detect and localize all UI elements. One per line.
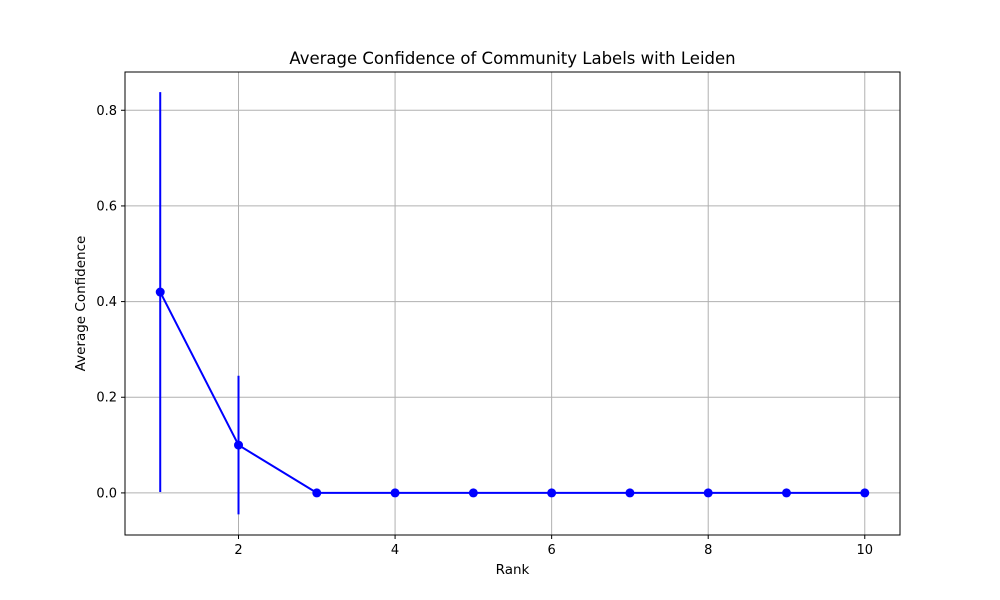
x-tick-label: 8 [704,543,712,558]
x-tick-label: 6 [548,543,556,558]
data-point [234,440,244,450]
y-axis-title: Average Confidence [73,236,89,372]
data-point [860,488,870,498]
y-tick-label: 0.4 [96,295,117,310]
data-point [155,287,165,297]
x-tick-label: 4 [391,543,399,558]
y-tick-label: 0.8 [96,104,117,119]
y-tick-label: 0.6 [96,199,117,214]
data-point [625,488,635,498]
chart-title: Average Confidence of Community Labels w… [289,49,735,68]
y-tick-label: 0.0 [96,486,117,501]
data-point [312,488,322,498]
x-axis-title: Rank [496,562,530,578]
plot-area-frame [124,71,901,536]
series-line [159,291,865,494]
data-point [468,488,478,498]
x-tick-label: 2 [234,543,242,558]
ticks: 2 4 6 8 10 0.0 0.2 0.4 0.6 0.8 [96,104,873,558]
data-point [390,488,400,498]
data-point [547,488,557,498]
series-layer [155,92,870,515]
data-point [703,488,713,498]
x-tick-label: 10 [856,543,873,558]
y-tick-label: 0.2 [96,391,117,406]
data-point [781,488,791,498]
